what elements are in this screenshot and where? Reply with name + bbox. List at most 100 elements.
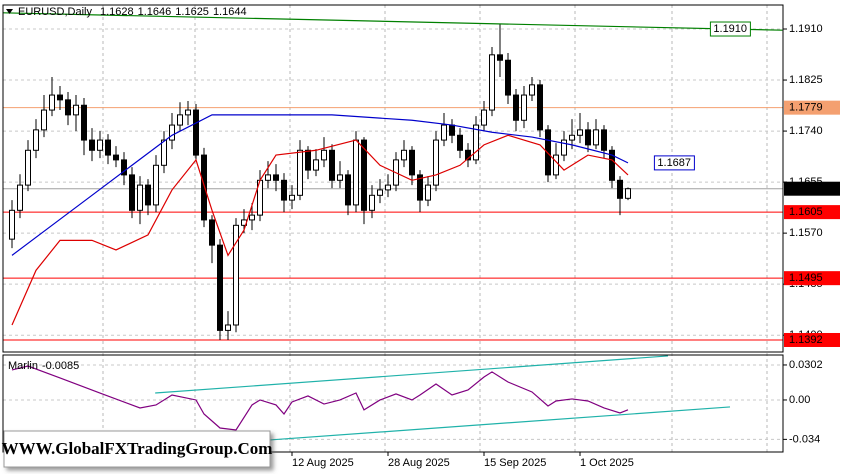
watermark-bg <box>3 430 271 468</box>
vertical-grid <box>102 5 768 452</box>
candle-body <box>129 174 135 211</box>
x-tick-label: 12 Aug 2025 <box>292 457 354 469</box>
y-tick-label: -0.034 <box>789 433 820 445</box>
main-frame <box>2 4 784 353</box>
x-tick-label: 28 Aug 2025 <box>388 457 450 469</box>
candle-body <box>57 94 63 101</box>
candle-body <box>153 164 159 206</box>
x-tick-label: 15 Sep 2025 <box>484 457 546 469</box>
candle-body <box>201 154 207 221</box>
candle-body <box>417 174 423 201</box>
candle-body <box>209 219 215 246</box>
candle-body <box>321 149 327 161</box>
ohlc-high: 1.1646 <box>138 6 172 18</box>
x-tick-label: 1 Oct 2025 <box>580 457 634 469</box>
candle-body <box>73 104 79 116</box>
candle-body <box>249 214 255 221</box>
y-tick-label: 1.1570 <box>789 227 823 239</box>
candle-body <box>545 129 551 176</box>
y-tick-label: 0.0302 <box>789 359 823 371</box>
candle-body <box>281 179 287 201</box>
candle-body <box>521 94 527 121</box>
candle-body <box>441 124 447 141</box>
candle-body <box>113 154 119 161</box>
candle-body <box>361 139 367 211</box>
level-tag-bg <box>784 332 840 347</box>
symbol-title: EURUSD,Daily <box>18 6 92 18</box>
chart-header: EURUSD,Daily 1.1628 1.1646 1.1625 1.1644 <box>18 6 247 18</box>
candle-body <box>145 184 151 206</box>
price-tag-bg <box>784 181 840 196</box>
candle-body <box>225 324 231 331</box>
candle-body <box>601 129 607 151</box>
candle-body <box>585 129 591 146</box>
candle-body <box>297 149 303 196</box>
candle-body <box>489 54 495 111</box>
indicator-value: -0.0085 <box>42 360 79 372</box>
series-line <box>155 355 669 394</box>
candle-body <box>193 109 199 156</box>
candle-body <box>625 188 631 199</box>
series-line <box>11 114 629 256</box>
candle-body <box>593 129 599 146</box>
candle-body <box>33 129 39 151</box>
ohlc-open: 1.1628 <box>100 6 134 18</box>
price-tag: 1.1644 <box>789 183 823 195</box>
level-tag-bg <box>784 271 840 286</box>
candle-body <box>369 194 375 211</box>
candle-body <box>377 189 383 196</box>
candle-body <box>65 99 71 116</box>
candle-body <box>17 184 23 211</box>
level-tag: 1.1495 <box>789 272 823 284</box>
series-line <box>11 134 629 326</box>
candle-body <box>513 94 519 121</box>
line-tag-bg <box>709 21 751 37</box>
candle-body <box>305 149 311 171</box>
line-tag: 1.1910 <box>713 23 747 35</box>
candle-body <box>313 159 319 171</box>
candle-body <box>169 124 175 141</box>
y-tick-label: 1.1910 <box>789 23 823 35</box>
candle-body <box>529 84 535 96</box>
level-tag-bg <box>784 205 840 220</box>
candle-body <box>89 139 95 151</box>
candle-body <box>25 149 31 186</box>
candle-body <box>433 139 439 186</box>
candle-body <box>473 124 479 161</box>
candle-body <box>401 149 407 161</box>
y-tick-label: 1.1825 <box>789 74 823 86</box>
candle-body <box>385 184 391 191</box>
collapse-icon[interactable] <box>6 9 13 14</box>
level-tag: 1.1392 <box>789 334 823 346</box>
candle-body <box>265 174 271 181</box>
series-line <box>3 12 783 31</box>
candle-body <box>537 84 543 131</box>
candle-body <box>353 139 359 206</box>
level-tag-bg <box>784 100 840 115</box>
candle-body <box>577 129 583 136</box>
candle-body <box>97 139 103 151</box>
candle-body <box>337 174 343 181</box>
candle-body <box>617 179 623 199</box>
watermark: WWW.GlobalFXTradingGroup.Com <box>2 439 273 458</box>
ohlc-low: 1.1625 <box>175 6 209 18</box>
candle-body <box>81 104 87 141</box>
candle-body <box>121 159 127 176</box>
candle-body <box>233 224 239 326</box>
indicator-frame <box>2 354 784 453</box>
candle-body <box>217 244 223 331</box>
indicator-label: Marlin -0.0085 <box>8 360 79 372</box>
watermark-box: WWW.GlobalFXTradingGroup.Com <box>2 430 273 468</box>
series-line <box>269 406 731 441</box>
line-tag: 1.1687 <box>657 157 691 169</box>
candle-body <box>185 109 191 116</box>
candle-body <box>497 54 503 61</box>
candle-body <box>425 184 431 201</box>
candle-body <box>289 194 295 201</box>
overlay-layer: 1.19101.18251.17401.16551.15701.14851.14… <box>8 6 840 469</box>
line-tag-bg <box>653 155 695 171</box>
candle-body <box>553 154 559 176</box>
candle-body <box>457 134 463 151</box>
